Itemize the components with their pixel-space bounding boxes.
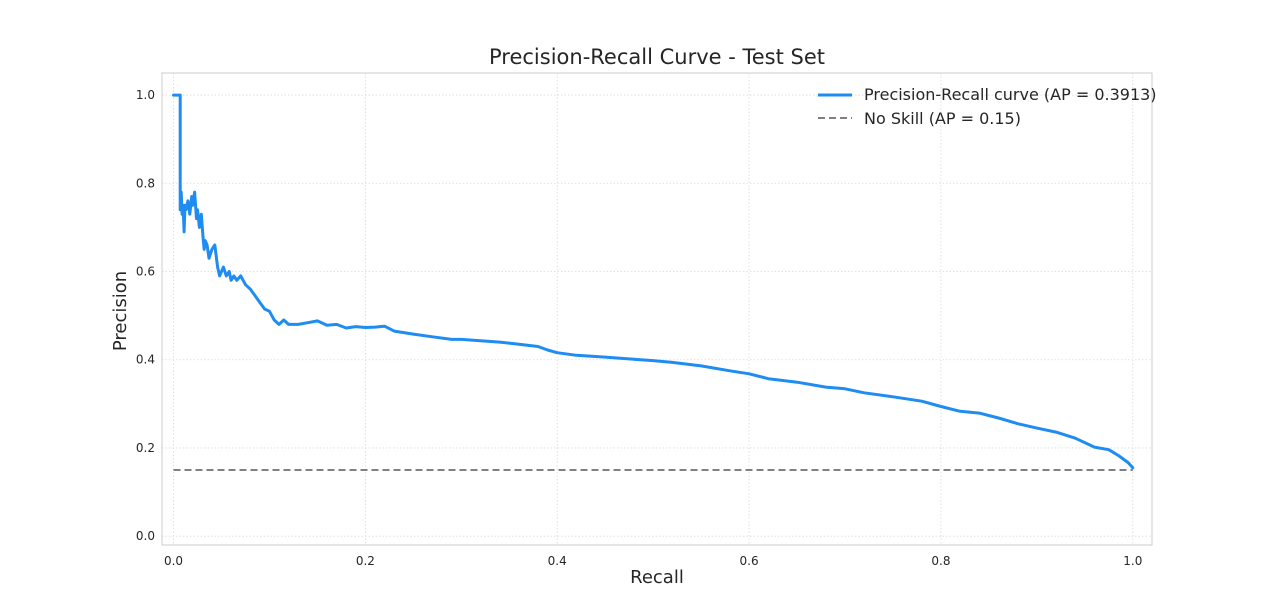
series-layer [172, 93, 1135, 471]
legend: Precision-Recall curve (AP = 0.3913) No … [818, 85, 1157, 128]
x-tick-label: 0.8 [931, 554, 950, 568]
x-tick-label: 0.2 [356, 554, 375, 568]
precision-recall-curve-line [172, 93, 1135, 470]
y-tick-label: 0.8 [136, 176, 155, 190]
chart-title: Precision-Recall Curve - Test Set [489, 45, 825, 69]
x-tick-label: 0.4 [548, 554, 567, 568]
y-tick-label: 1.0 [136, 88, 155, 102]
y-tick-label: 0.4 [136, 353, 155, 367]
x-tick-label: 1.0 [1123, 554, 1142, 568]
plot-frame [161, 72, 1153, 546]
tick-labels: 0.0 0.2 0.4 0.6 0.8 1.0 0.0 0.2 0.4 0.6 0.8 1.0 [136, 88, 1142, 568]
y-tick-label: 0.0 [136, 529, 155, 543]
y-axis-label: Precision [110, 271, 131, 351]
x-axis-label: Recall [630, 567, 684, 588]
x-tick-label: 0.0 [164, 554, 183, 568]
legend-label-no-skill: No Skill (AP = 0.15) [864, 109, 1021, 128]
y-tick-label: 0.2 [136, 441, 155, 455]
legend-label-pr-curve: Precision-Recall curve (AP = 0.3913) [864, 85, 1157, 104]
y-tick-label: 0.6 [136, 265, 155, 279]
x-tick-label: 0.6 [740, 554, 759, 568]
